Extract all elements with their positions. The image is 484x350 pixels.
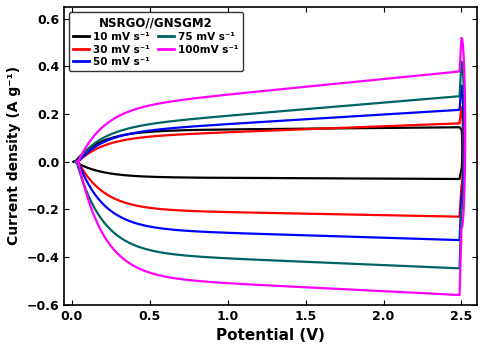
X-axis label: Potential (V): Potential (V): [216, 328, 325, 343]
Y-axis label: Current density (A g⁻¹): Current density (A g⁻¹): [7, 66, 21, 245]
Legend: 10 mV s⁻¹, 30 mV s⁻¹, 50 mV s⁻¹, 75 mV s⁻¹, 100mV s⁻¹: 10 mV s⁻¹, 30 mV s⁻¹, 50 mV s⁻¹, 75 mV s…: [69, 12, 242, 71]
